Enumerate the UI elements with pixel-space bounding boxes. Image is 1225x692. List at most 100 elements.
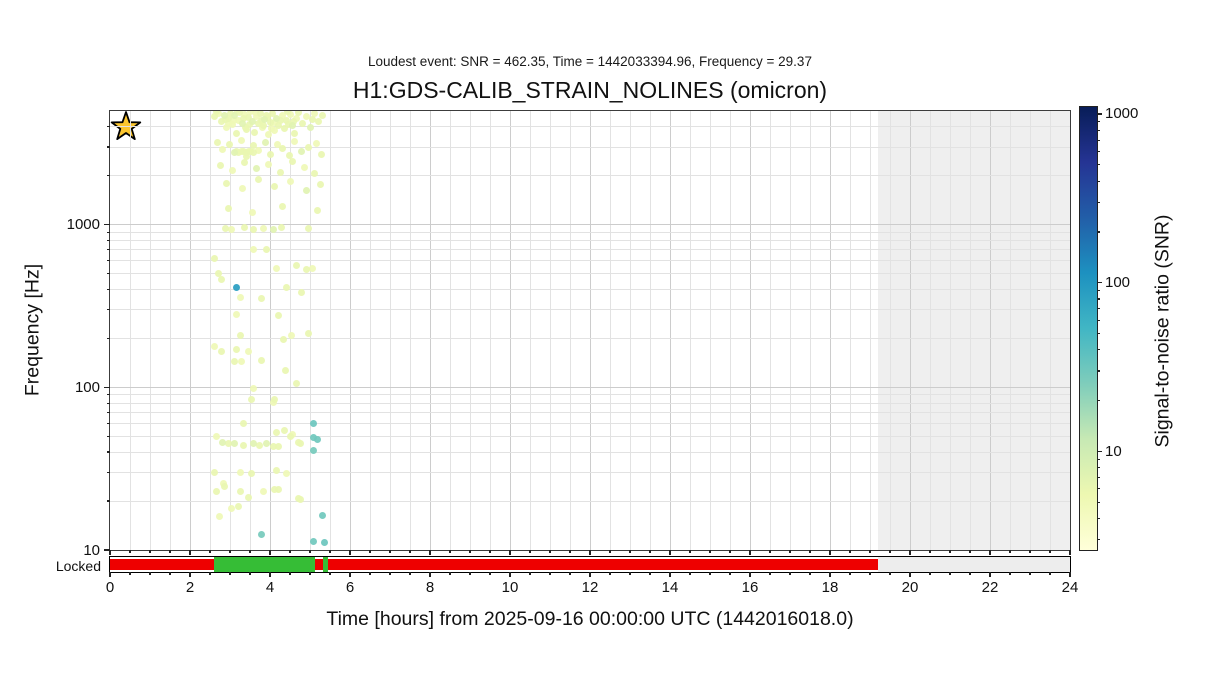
trigger-point [288,157,296,165]
trigger-point [288,121,296,129]
trigger-point [304,143,312,151]
trigger-point [231,149,239,157]
y-minor-tick [106,260,110,262]
trigger-point [229,117,237,125]
loudest-event-summary: Loudest event: SNR = 462.35, Time = 1442… [368,54,812,69]
trigger-point [246,111,254,116]
trigger-point [236,487,244,495]
state-segment-nodata [878,557,1070,572]
trigger-point [264,160,272,168]
trigger-point [310,111,318,118]
x-tick [469,550,471,553]
colorbar-minor-tick [1097,231,1100,233]
colorbar-tick-label: 10 [1105,442,1122,460]
trigger-point [236,468,244,476]
state-segment-red [315,559,323,570]
trigger-point [297,148,305,156]
x-tick-label: 2 [185,579,195,596]
x-tick-label: 18 [821,579,839,596]
trigger-point [310,170,318,178]
trigger-point [223,124,231,132]
trigger-point [243,153,251,161]
trigger-point [235,111,243,116]
trigger-point [274,486,282,494]
trigger-point [240,159,248,167]
grid-line-vertical [789,111,791,550]
trigger-point [220,111,228,119]
trigger-point [306,124,314,132]
statebar-tick [549,572,551,575]
trigger-point [257,531,265,539]
trigger-point [254,120,262,128]
trigger-point [302,187,310,195]
colorbar-minor-tick [1097,370,1100,372]
trigger-point [316,181,324,189]
grid-line-vertical [869,111,871,550]
x-tick [809,550,811,553]
trigger-point [290,129,298,137]
y-minor-tick [106,394,110,396]
trigger-point [258,295,266,303]
grid-line-vertical [269,111,271,550]
trigger-point [252,113,260,121]
grid-line-horizontal [110,402,1070,404]
grid-line-vertical [549,111,551,550]
trigger-point [267,125,275,133]
trigger-point [259,224,267,232]
x-tick [549,550,551,553]
statebar-tick [969,572,971,575]
x-tick [909,550,911,555]
x-tick [289,550,291,553]
y-minor-tick [106,402,110,404]
trigger-point [230,112,238,120]
x-tick-label: 22 [981,579,999,596]
statebar-tick [109,572,111,577]
trigger-point [239,114,247,122]
colorbar-minor-tick [1097,121,1100,123]
x-tick [649,550,651,553]
grid-line-vertical [809,111,811,550]
trigger-point [269,443,277,451]
trigger-point [221,115,229,123]
colorbar-minor-tick [1097,319,1100,321]
trigger-point [241,224,249,232]
colorbar-minor-tick [1097,180,1100,182]
trigger-point [269,225,277,233]
colorbar-minor-tick [1097,539,1100,541]
trigger-point [231,440,239,448]
colorbar-minor-tick [1097,349,1100,351]
grid-line-horizontal [110,273,1070,275]
trigger-point [274,122,282,130]
trigger-point [218,347,226,355]
y-tick-label: 100 [74,378,100,396]
statebar-tick [749,572,751,577]
trigger-point [288,332,296,340]
trigger-point [212,111,220,115]
statebar-tick [949,572,951,575]
colorbar-minor-tick [1097,458,1100,460]
trigger-point [291,137,299,145]
trigger-point [256,111,264,118]
x-tick [589,550,591,555]
grid-line-vertical [609,111,611,550]
x-tick [989,550,991,555]
trigger-point [255,147,263,155]
trigger-point [249,385,257,393]
statebar-tick [469,572,471,575]
trigger-point [245,120,253,128]
statebar-tick [129,572,131,575]
trigger-point [266,118,274,126]
x-tick [509,550,511,555]
statebar-tick [249,572,251,575]
trigger-point [234,116,242,124]
colorbar-tick [1097,113,1102,115]
trigger-point [259,121,267,129]
x-tick [709,550,711,553]
grid-line-vertical [689,111,691,550]
trigger-point [233,311,241,319]
x-tick [449,550,451,553]
grid-line-vertical [849,111,851,550]
trigger-point [283,111,291,115]
grid-line-vertical [989,111,991,550]
grid-line-vertical [569,111,571,550]
